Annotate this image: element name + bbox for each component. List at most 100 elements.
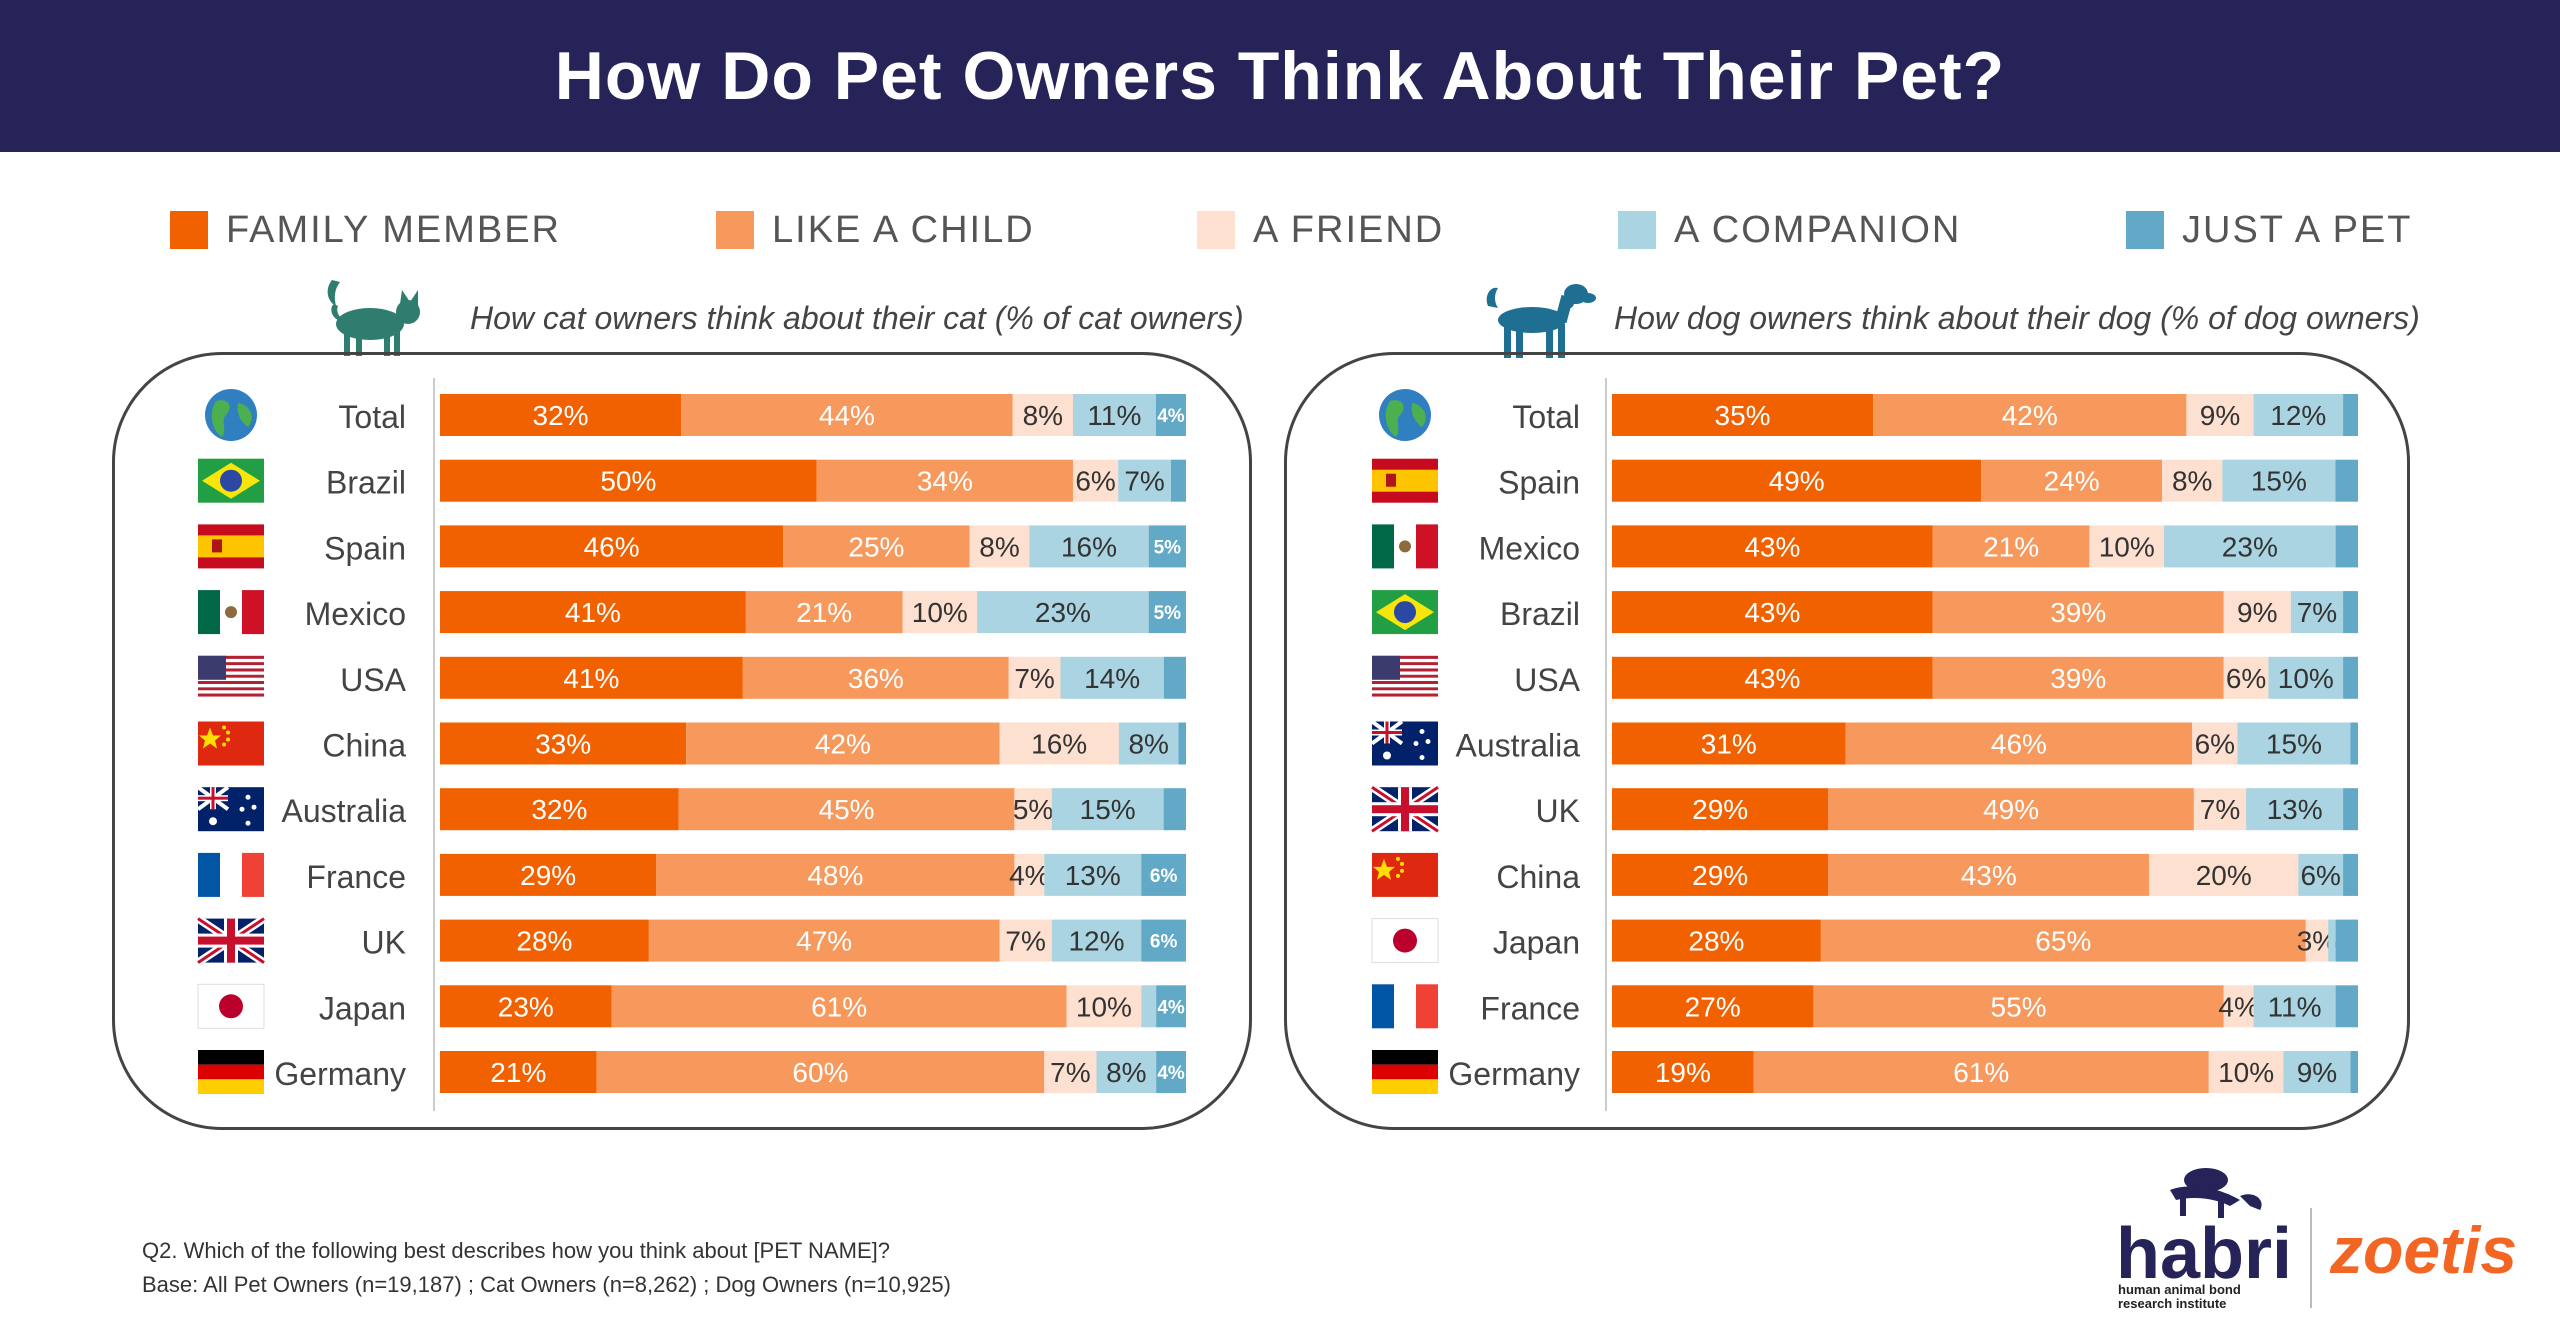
legend-item-just-a-pet: JUST A PET [2126,205,2412,255]
data-label: 34% [917,466,973,497]
data-label: 43% [1744,597,1800,628]
category-label: Total [338,399,406,435]
bar-segment-family-member [1612,1051,1754,1093]
bar-segment-just-a-pet [2343,591,2358,634]
data-label: 8% [1023,400,1063,431]
category-label: USA [340,662,406,698]
bar-segment-a-companion [2290,591,2344,634]
bar-segment-a-friend [2192,722,2238,765]
bar-segment-just-a-pet [2335,919,2358,962]
legend-item-a-companion: A COMPANION [1618,205,1961,255]
data-label: 41% [565,597,621,628]
brazil-flag-icon [198,458,264,503]
bar-segment-a-friend [999,722,1119,765]
bar-segment-family-member [440,459,817,502]
data-label: 43% [1744,531,1800,562]
data-label: 14% [1084,663,1140,694]
category-label: Mexico [1479,530,1580,566]
germany-flag-icon [1372,1050,1438,1094]
category-label: Brazil [1500,596,1580,632]
data-label: 49% [1983,794,2039,825]
page-title: How Do Pet Owners Think About Their Pet? [554,38,2006,114]
bar-row: UK 28% 47% 7% 12% 6% [195,915,1186,966]
data-label: 7% [1005,926,1045,957]
data-label: 45% [819,794,875,825]
bar-segment-a-companion [2246,788,2344,831]
bar-row: China 33% 42% 16% 8% [198,721,1186,766]
data-label: 43% [1961,860,2017,891]
category-label: Spain [324,530,406,566]
bar-row: USA 41% 36% 7% 14% [198,655,1186,700]
brazil-flag-icon [1372,590,1438,635]
data-label: 10% [2218,1057,2274,1088]
data-label: 25% [848,531,904,562]
bar-segment-just-a-pet [2343,853,2358,896]
data-label: 42% [815,729,871,760]
data-label: 8% [979,531,1019,562]
data-label: 16% [1061,531,1117,562]
category-label: UK [1536,793,1580,829]
data-label: 20% [2196,860,2252,891]
data-label: 49% [1769,466,1825,497]
category-label: Australia [1456,728,1581,764]
bar-segment-a-friend [2305,919,2329,962]
bar-segment-like-a-child [745,591,903,634]
bar-segment-just-a-pet [1170,459,1186,502]
bar-segment-like-a-child [783,525,970,568]
bar-row: Total 32% 44% 8% 11% 4% [205,389,1186,441]
bar-segment-a-companion [1096,1051,1157,1093]
cat-chart: Total 32% 44% 8% 11% 4% Brazil 50% 34% 6% 7% Spain 4… [195,378,1186,1111]
data-label: 32% [531,794,587,825]
data-label: 6% [1150,932,1178,953]
bar-segment-like-a-child [686,722,1000,765]
bar-segment-just-a-pet [1156,985,1186,1028]
usa-flag-icon [1372,655,1438,700]
china-flag-icon [198,721,264,766]
legend-item-like-a-child: LIKE A CHILD [716,205,1035,255]
bar-segment-family-member [440,394,682,436]
data-label: 27% [1685,991,1741,1022]
bar-row: China 29% 43% 20% 6% [1372,852,2358,897]
bar-segment-just-a-pet [2343,788,2358,831]
bar-segment-like-a-child [1828,788,2194,831]
data-label: 5% [1154,603,1182,624]
legend-swatch [716,211,754,249]
zoetis-logo: zoetis [2330,1213,2518,1287]
bar-segment-family-member [1612,985,1814,1028]
bar-segment-a-companion [2222,459,2336,502]
spain-flag-icon [198,524,264,569]
japan-flag-icon [197,983,265,1029]
bar-segment-like-a-child [681,394,1013,436]
bar-segment-like-a-child [1845,722,2193,765]
bar-segment-family-member [440,722,687,765]
habri-logo-subline-2: research institute [2118,1296,2226,1310]
data-label: 7% [2200,794,2240,825]
habri-logo-text: habri [2116,1214,2290,1294]
data-label: 28% [1688,926,1744,957]
dog-chart-panel [1284,352,2410,1130]
bar-row: Germany 19% 61% 10% 9% [1372,1050,2358,1094]
bar-segment-just-a-pet [1141,919,1186,962]
data-label: 23% [498,991,554,1022]
bar-segment-family-member [1612,656,1933,699]
category-label: Japan [319,990,406,1026]
mexico-flag-icon [198,590,264,635]
bar-segment-family-member [440,985,612,1028]
data-label: 43% [1744,663,1800,694]
bar-segment-like-a-child [611,985,1067,1028]
category-label: UK [362,925,406,961]
habri-logo-subline-1: human animal bond [2118,1282,2241,1297]
data-label: 7% [1014,663,1054,694]
dog-chart-title: How dog owners think about their dog (% … [1614,300,2420,336]
bar-segment-a-companion [2283,1051,2351,1093]
data-label: 24% [2044,466,2100,497]
data-label: 55% [1991,991,2047,1022]
bar-segment-a-companion [1118,459,1171,502]
bar-segment-just-a-pet [2350,722,2358,765]
category-label: Spain [1498,465,1580,501]
legend-label: FAMILY MEMBER [226,208,561,251]
data-label: 9% [2200,400,2240,431]
bar-row: Brazil 43% 39% 9% 7% [1372,590,2358,635]
footnote-base: Base: All Pet Owners (n=19,187) ; Cat Ow… [142,1272,951,1297]
